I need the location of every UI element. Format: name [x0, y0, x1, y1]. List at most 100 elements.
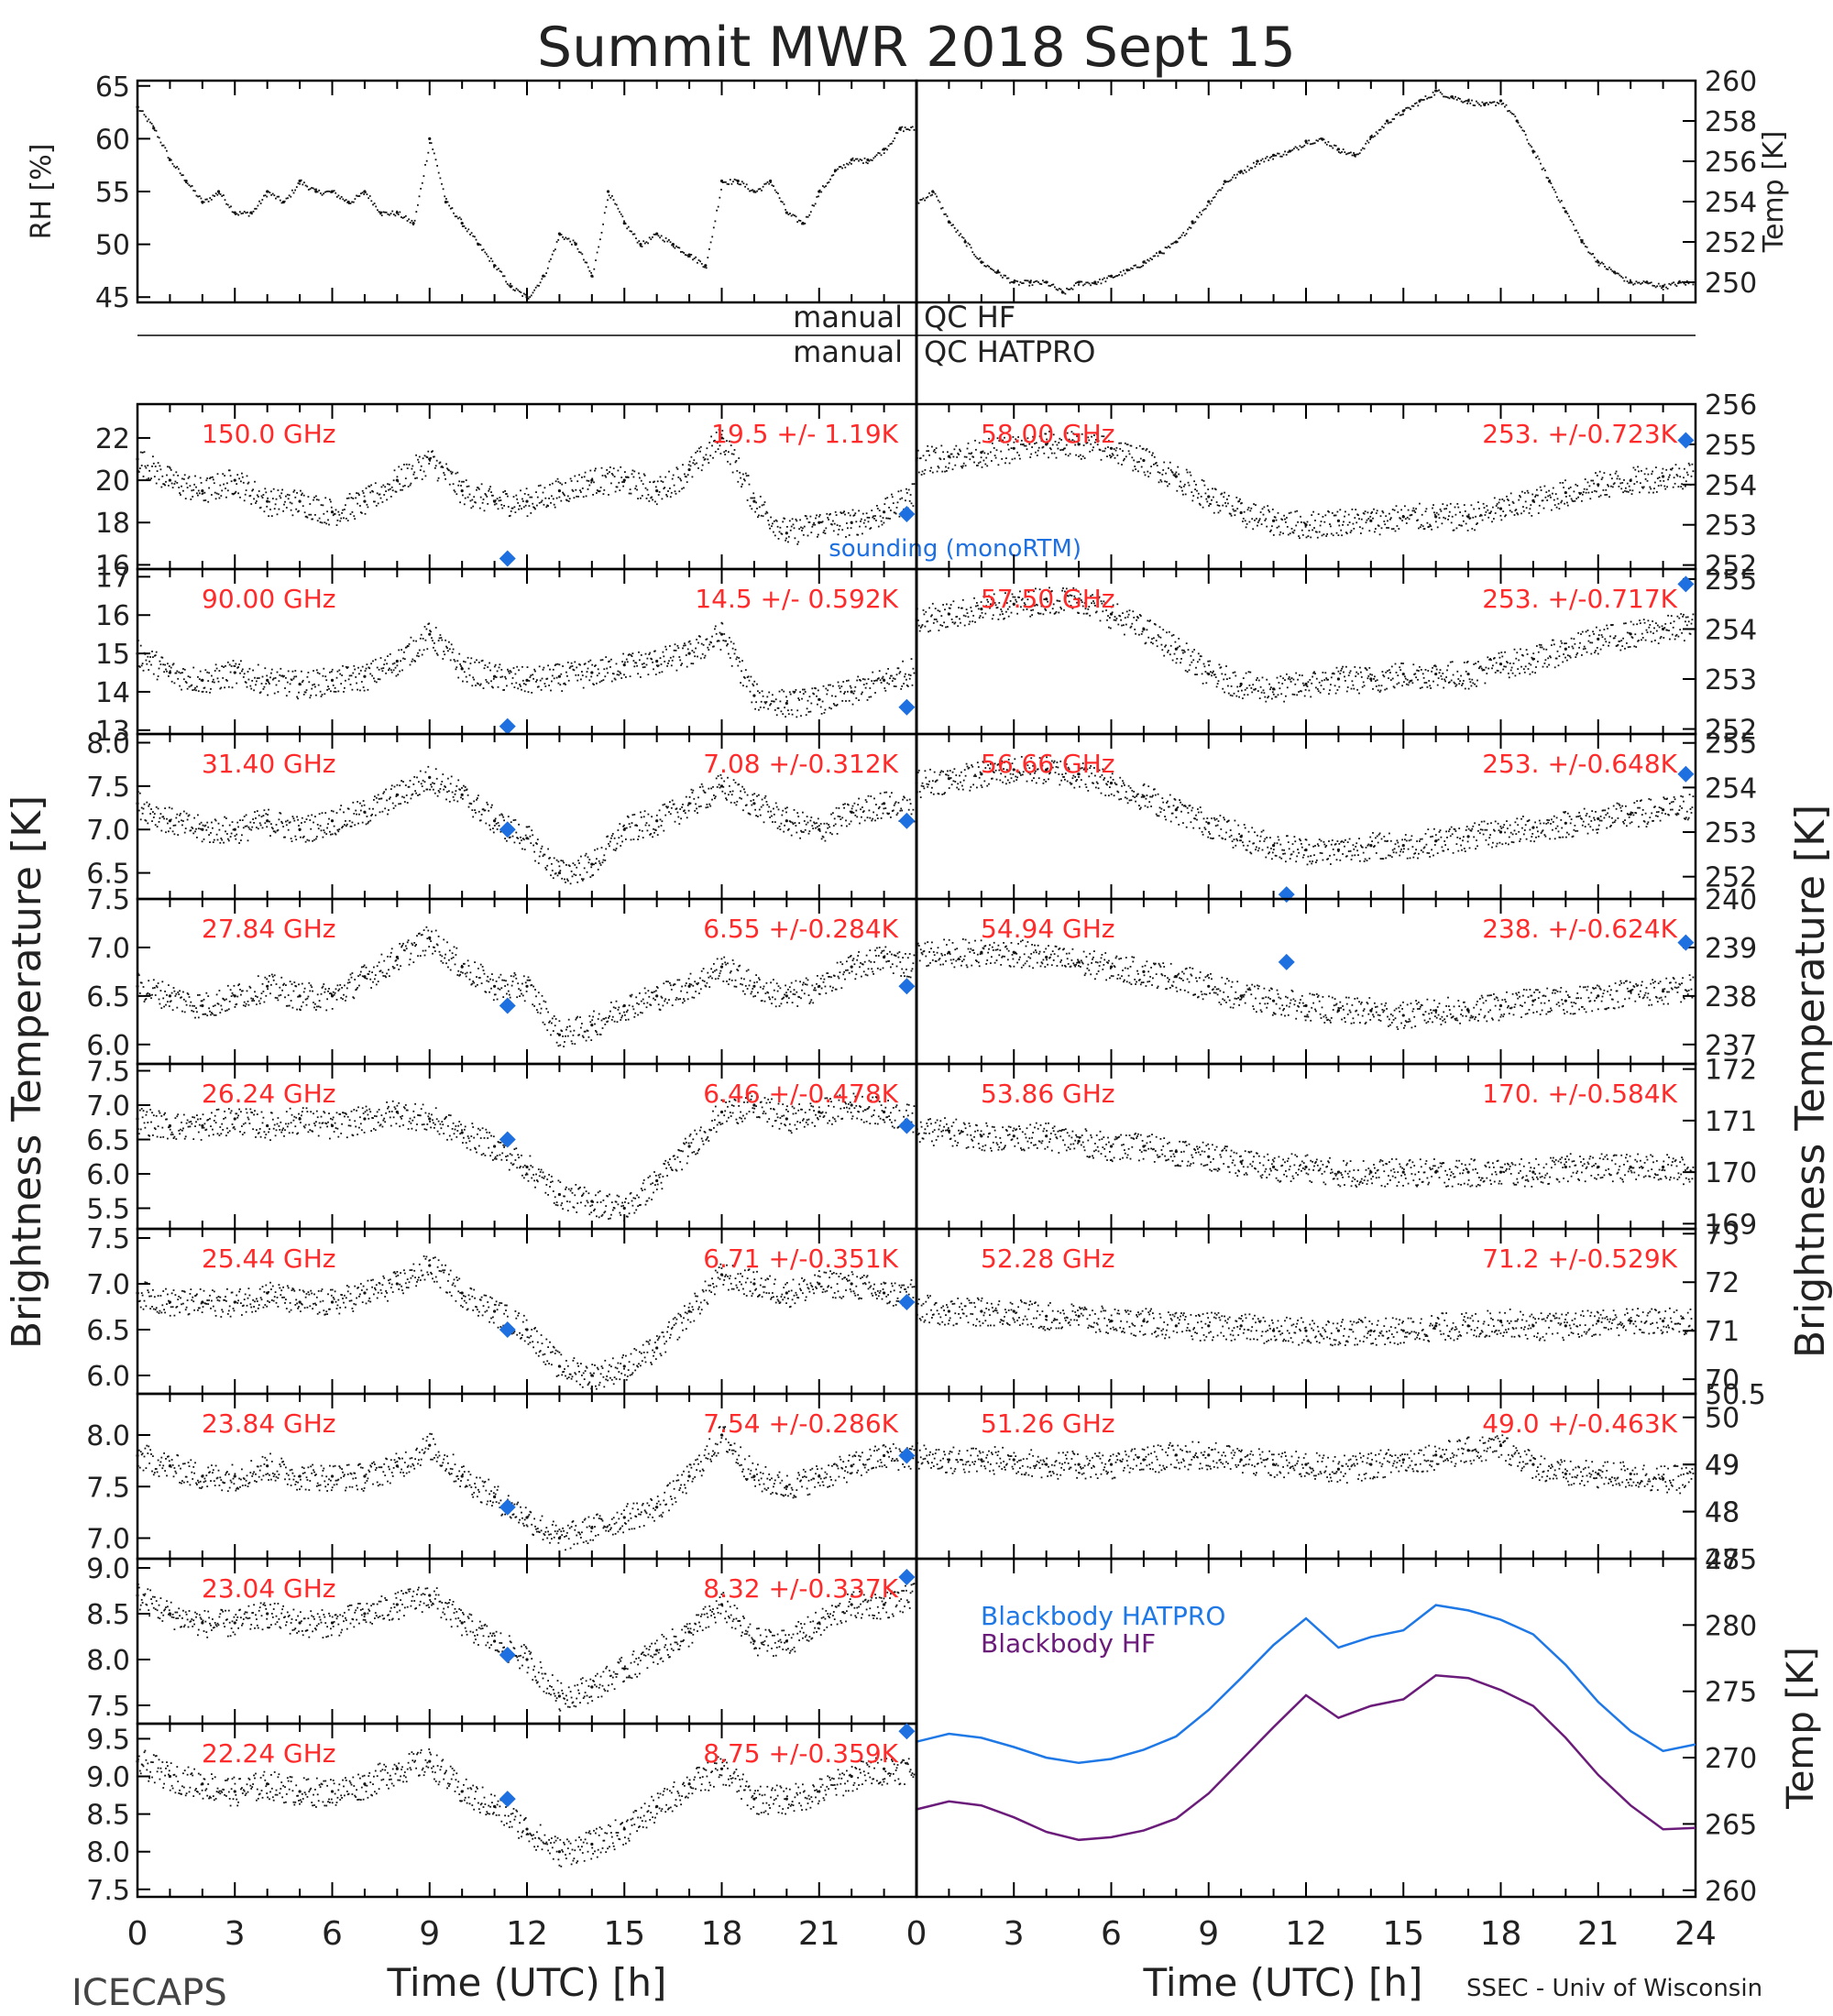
- data-point: [1045, 280, 1048, 284]
- data-point: [710, 787, 712, 790]
- data-point: [639, 659, 641, 662]
- data-point: [189, 485, 192, 488]
- data-point: [279, 199, 281, 202]
- data-point: [266, 826, 269, 828]
- data-point: [724, 640, 727, 642]
- data-point: [586, 261, 588, 264]
- data-point: [646, 829, 649, 832]
- data-point: [167, 157, 170, 159]
- data-point: [519, 684, 521, 685]
- data-point: [312, 187, 314, 190]
- data-point: [427, 151, 430, 154]
- data-point: [728, 183, 730, 185]
- stat-label: 19.5 +/- 1.19K: [711, 419, 898, 449]
- data-point: [233, 827, 236, 831]
- data-point: [738, 657, 741, 659]
- data-point: [390, 486, 393, 488]
- data-point: [1387, 122, 1389, 125]
- data-point: [480, 483, 483, 486]
- data-point: [471, 685, 474, 687]
- data-point: [168, 819, 172, 823]
- data-point: [315, 499, 318, 501]
- data-point: [662, 239, 664, 242]
- data-point: [502, 689, 505, 691]
- data-point: [484, 664, 487, 666]
- data-point: [421, 785, 423, 787]
- data-point: [1476, 100, 1477, 103]
- data-point: [719, 970, 722, 972]
- data-point: [410, 797, 412, 800]
- data-point: [574, 1043, 576, 1046]
- data-point: [349, 684, 352, 685]
- data-point: [202, 1013, 204, 1015]
- data-point: [271, 498, 274, 499]
- data-point: [425, 926, 428, 928]
- data-point: [674, 247, 676, 249]
- data-point: [773, 700, 775, 703]
- data-point: [713, 440, 715, 443]
- data-point: [787, 535, 790, 538]
- data-point: [357, 502, 358, 505]
- data-point: [391, 489, 394, 492]
- data-point: [778, 826, 781, 827]
- data-point: [287, 670, 290, 673]
- data-point: [897, 490, 900, 493]
- data-point: [557, 682, 560, 685]
- data-point: [684, 473, 686, 476]
- data-point: [288, 691, 291, 693]
- data-point: [335, 509, 337, 511]
- data-point: [145, 115, 147, 118]
- data-point: [714, 625, 717, 628]
- data-point: [141, 110, 144, 113]
- data-point: [175, 672, 178, 674]
- data-point: [1125, 268, 1129, 272]
- data-point: [554, 1018, 557, 1020]
- data-point: [801, 221, 805, 225]
- data-point: [159, 465, 161, 467]
- data-point: [324, 497, 327, 499]
- data-point: [181, 824, 183, 827]
- data-point: [505, 980, 507, 982]
- data-point: [525, 991, 528, 992]
- data-point: [1154, 255, 1157, 257]
- data-point: [181, 688, 182, 691]
- data-point: [685, 795, 687, 798]
- data-point: [1042, 279, 1044, 282]
- data-point: [525, 499, 529, 503]
- data-point: [777, 192, 779, 194]
- data-point: [481, 966, 484, 968]
- data-point: [362, 966, 365, 968]
- data-point: [601, 659, 604, 661]
- data-point: [250, 503, 253, 505]
- data-point: [396, 964, 399, 966]
- data-point: [736, 800, 739, 803]
- data-point: [214, 670, 216, 672]
- data-point: [1466, 103, 1468, 104]
- data-point: [197, 827, 200, 830]
- data-point: [340, 683, 343, 685]
- data-point: [1588, 252, 1591, 255]
- data-point: [854, 512, 857, 515]
- data-point: [305, 818, 308, 820]
- data-point: [229, 671, 232, 674]
- data-point: [673, 484, 675, 487]
- data-point: [288, 494, 291, 497]
- data-point: [520, 489, 521, 492]
- data-point: [1245, 170, 1247, 173]
- data-point: [558, 865, 561, 868]
- data-point: [681, 806, 683, 808]
- data-point: [337, 690, 340, 693]
- data-point: [306, 997, 309, 1000]
- data-point: [884, 503, 886, 505]
- data-point: [796, 812, 799, 814]
- data-point: [382, 667, 385, 669]
- data-point: [908, 499, 911, 502]
- data-point: [475, 501, 477, 504]
- data-point: [1454, 95, 1456, 98]
- data-point: [278, 195, 280, 198]
- data-point: [186, 992, 189, 994]
- data-point: [860, 679, 862, 682]
- data-point: [257, 204, 259, 207]
- data-point: [655, 489, 659, 493]
- data-point: [1362, 147, 1364, 149]
